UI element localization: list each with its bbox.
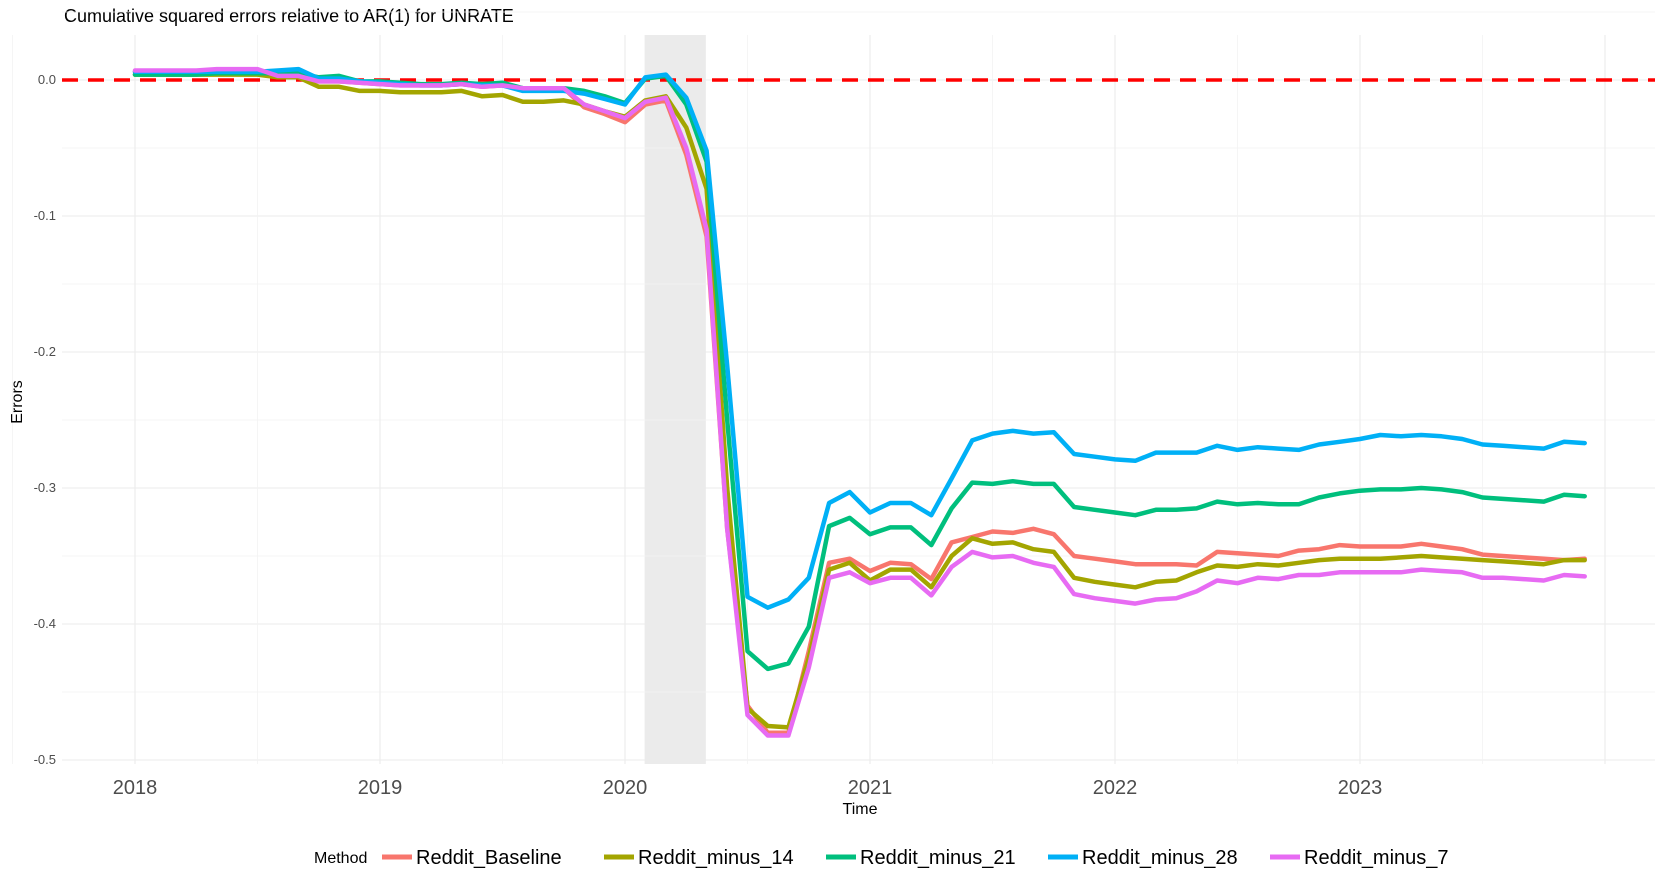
chart-title: Cumulative squared errors relative to AR… [64, 6, 514, 26]
legend-title: Method [314, 850, 367, 867]
x-tick-label: 2022 [1093, 777, 1138, 799]
y-tick-label: -0.3 [34, 480, 56, 495]
series-line-reddit-minus-14 [132, 72, 1587, 730]
x-tick-label: 2020 [603, 777, 648, 799]
x-tick-label: 2018 [113, 777, 158, 799]
shaded-region [644, 35, 706, 764]
legend-label-reddit-minus-28: Reddit_minus_28 [1082, 847, 1238, 869]
x-tick-labels: 2018 2019 2020 2021 2022 2023 [113, 777, 1383, 799]
series-line-reddit-minus-7 [132, 66, 1587, 738]
y-tick-label: -0.1 [34, 208, 56, 223]
x-tick-label: 2019 [358, 777, 403, 799]
x-tick-label: 2023 [1338, 777, 1383, 799]
shaded-region-layer [644, 35, 706, 764]
y-tick-label: -0.2 [34, 344, 56, 359]
series-layer [132, 66, 1587, 738]
grid-layer [12, 11, 1655, 764]
y-tick-label: 0.0 [38, 72, 56, 87]
x-tick-label: 2021 [848, 777, 893, 799]
legend-label-reddit-baseline: Reddit_Baseline [416, 847, 562, 869]
series-line-reddit-baseline [132, 68, 1587, 736]
x-axis-label: Time [843, 801, 878, 818]
legend-label-reddit-minus-14: Reddit_minus_14 [638, 847, 794, 869]
legend-label-reddit-minus-21: Reddit_minus_21 [860, 847, 1016, 869]
y-tick-labels: 0.0 -0.1 -0.2 -0.3 -0.4 -0.5 [34, 72, 56, 767]
y-tick-label: -0.4 [34, 616, 56, 631]
legend-label-reddit-minus-7: Reddit_minus_7 [1304, 847, 1449, 869]
y-tick-label: -0.5 [34, 752, 56, 767]
legend: Method Reddit_Baseline Reddit_minus_14 Red… [314, 847, 1449, 869]
y-axis-label: Errors [9, 380, 26, 424]
